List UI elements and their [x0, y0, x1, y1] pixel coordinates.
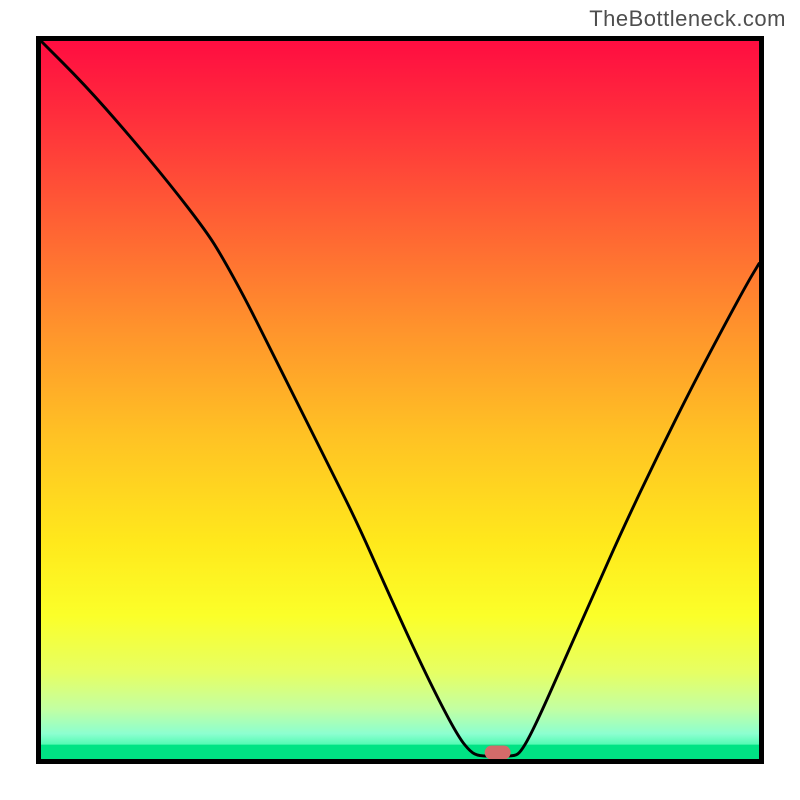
minimum-marker [485, 746, 511, 760]
chart-svg [0, 0, 800, 800]
plot-background [41, 41, 759, 759]
green-band [41, 745, 759, 759]
watermark-text: TheBottleneck.com [589, 6, 786, 32]
